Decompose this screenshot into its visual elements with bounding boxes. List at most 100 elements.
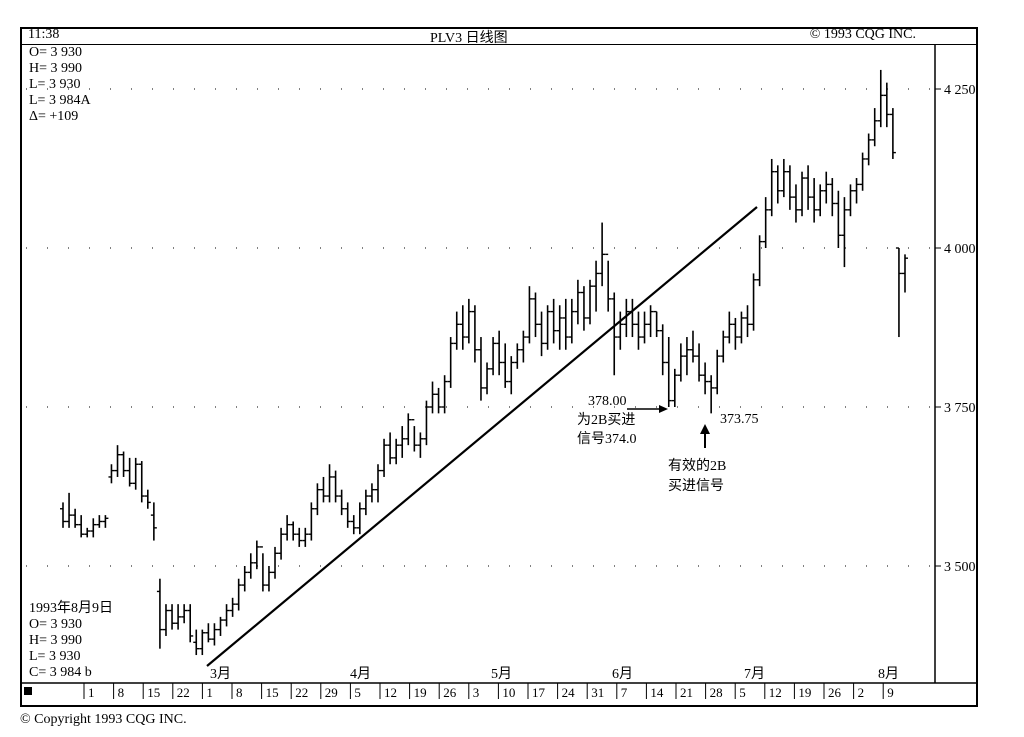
ohlc-bar bbox=[859, 152, 866, 191]
ohlc-bar bbox=[568, 298, 575, 344]
ohlc-bar bbox=[829, 178, 836, 217]
ohlc-bar bbox=[314, 483, 321, 516]
ohlc-bar bbox=[841, 197, 848, 268]
ohlc-bar bbox=[193, 629, 200, 656]
ohlc-bar bbox=[344, 502, 351, 528]
top-info-delta: Δ= +109 bbox=[29, 109, 79, 124]
month-label: 7月 bbox=[744, 666, 765, 682]
x-day-label: 14 bbox=[650, 685, 664, 700]
ohlc-bar bbox=[108, 464, 115, 484]
ohlc-bar bbox=[702, 362, 709, 395]
ohlc-bar bbox=[120, 451, 127, 477]
month-label: 3月 bbox=[210, 666, 231, 682]
ohlc-bar bbox=[835, 190, 842, 248]
ohlc-bar bbox=[792, 184, 799, 223]
top-info-low: L= 3 930 bbox=[29, 77, 81, 92]
ohlc-bar bbox=[441, 375, 448, 414]
ohlc-bar bbox=[902, 254, 908, 293]
bottom-info-date: 1993年8月9日 bbox=[29, 601, 113, 616]
ohlc-bar bbox=[786, 165, 793, 210]
x-day-label: 1 bbox=[88, 685, 95, 700]
y-tick-label: 3 500 bbox=[944, 560, 976, 575]
ohlc-bar bbox=[768, 158, 775, 217]
ohlc-bar bbox=[617, 311, 624, 350]
x-day-label: 5 bbox=[354, 685, 361, 700]
ohlc-bar bbox=[520, 330, 527, 363]
ohlc-bar bbox=[817, 184, 824, 217]
month-label: 4月 bbox=[350, 666, 371, 682]
ohlc-bar bbox=[296, 527, 303, 547]
x-day-label: 8 bbox=[236, 685, 243, 700]
time-label: 11:38 bbox=[28, 27, 60, 42]
month-label: 8月 bbox=[878, 666, 899, 682]
ohlc-bar bbox=[732, 317, 739, 350]
x-day-label: 29 bbox=[325, 685, 338, 700]
ohlc-bar bbox=[229, 597, 236, 617]
ohlc-bar bbox=[259, 546, 266, 592]
ohlc-bar bbox=[272, 546, 279, 579]
ohlc-bar bbox=[338, 489, 345, 516]
ohlc-bar bbox=[720, 330, 727, 363]
ohlc-bar bbox=[265, 566, 272, 592]
ohlc-bar bbox=[599, 222, 606, 287]
ohlc-bar bbox=[447, 337, 454, 388]
ohlc-bar bbox=[744, 305, 751, 338]
ohlc-bar bbox=[774, 165, 781, 204]
ohlc-bar bbox=[423, 400, 430, 446]
scroll-square-icon bbox=[24, 687, 32, 695]
ohlc-bar bbox=[508, 356, 515, 395]
x-day-label: 5 bbox=[739, 685, 746, 700]
ohlc-bar bbox=[538, 311, 545, 357]
ohlc-bar bbox=[653, 310, 660, 338]
footer-copyright: © Copyright 1993 CQG INC. bbox=[20, 712, 187, 727]
title-bar: 11:38 PLV3 日线图 © 1993 CQG INC. bbox=[20, 27, 978, 46]
ohlc-bar bbox=[356, 502, 363, 535]
ohlc-bar bbox=[659, 324, 666, 376]
annotation-buy-signal: 买进信号 bbox=[668, 478, 724, 494]
ohlc-bar bbox=[290, 521, 297, 541]
y-tick-label: 4 250 bbox=[944, 83, 976, 98]
ohlc-bar bbox=[762, 197, 769, 248]
ohlc-bar bbox=[417, 432, 424, 458]
ohlc-bar bbox=[247, 553, 254, 579]
arrow-up-icon bbox=[700, 424, 710, 434]
annotation-378: 378.00 bbox=[588, 394, 627, 409]
ohlc-bar bbox=[235, 578, 242, 611]
x-day-label: 1 bbox=[206, 685, 213, 700]
ohlc-bar bbox=[320, 476, 327, 503]
y-tick-label: 4 000 bbox=[944, 242, 976, 257]
ohlc-bar bbox=[889, 108, 896, 159]
ohlc-bar bbox=[865, 133, 872, 166]
x-day-label: 26 bbox=[828, 685, 842, 700]
ohlc-bar bbox=[696, 343, 703, 382]
ohlc-bar bbox=[278, 527, 285, 560]
ohlc-bar bbox=[362, 489, 369, 516]
ohlc-bar bbox=[490, 337, 497, 376]
ohlc-bar bbox=[847, 184, 854, 217]
x-day-label: 26 bbox=[443, 685, 457, 700]
ohlc-bar bbox=[453, 311, 460, 350]
ohlc-bar bbox=[556, 305, 563, 350]
ohlc-bar bbox=[60, 502, 66, 528]
ohlc-bar bbox=[217, 616, 224, 636]
bottom-info-panel: 1993年8月9日 O= 3 930 H= 3 990 L= 3 930 C= … bbox=[29, 601, 113, 681]
ohlc-bar bbox=[84, 527, 91, 538]
y-tick-label: 3 750 bbox=[944, 401, 976, 416]
bottom-info-high: H= 3 990 bbox=[29, 633, 83, 648]
top-info-high: H= 3 990 bbox=[29, 61, 83, 76]
ohlc-bar bbox=[593, 260, 600, 312]
ohlc-bar bbox=[671, 368, 678, 407]
x-day-label: 2 bbox=[858, 685, 865, 700]
x-day-label: 12 bbox=[769, 685, 782, 700]
month-label: 5月 bbox=[491, 666, 512, 682]
ohlc-bar bbox=[405, 413, 412, 446]
ohlc-bar bbox=[502, 343, 509, 388]
ohlc-bar bbox=[211, 623, 218, 646]
ohlc-bar bbox=[66, 492, 73, 528]
ohlc-bar bbox=[156, 578, 163, 649]
top-info-open: O= 3 930 bbox=[29, 45, 83, 60]
annotation-2b-buy: 为2B买进 bbox=[577, 412, 635, 428]
ohlc-bar bbox=[90, 518, 97, 538]
x-day-label: 7 bbox=[621, 685, 628, 700]
